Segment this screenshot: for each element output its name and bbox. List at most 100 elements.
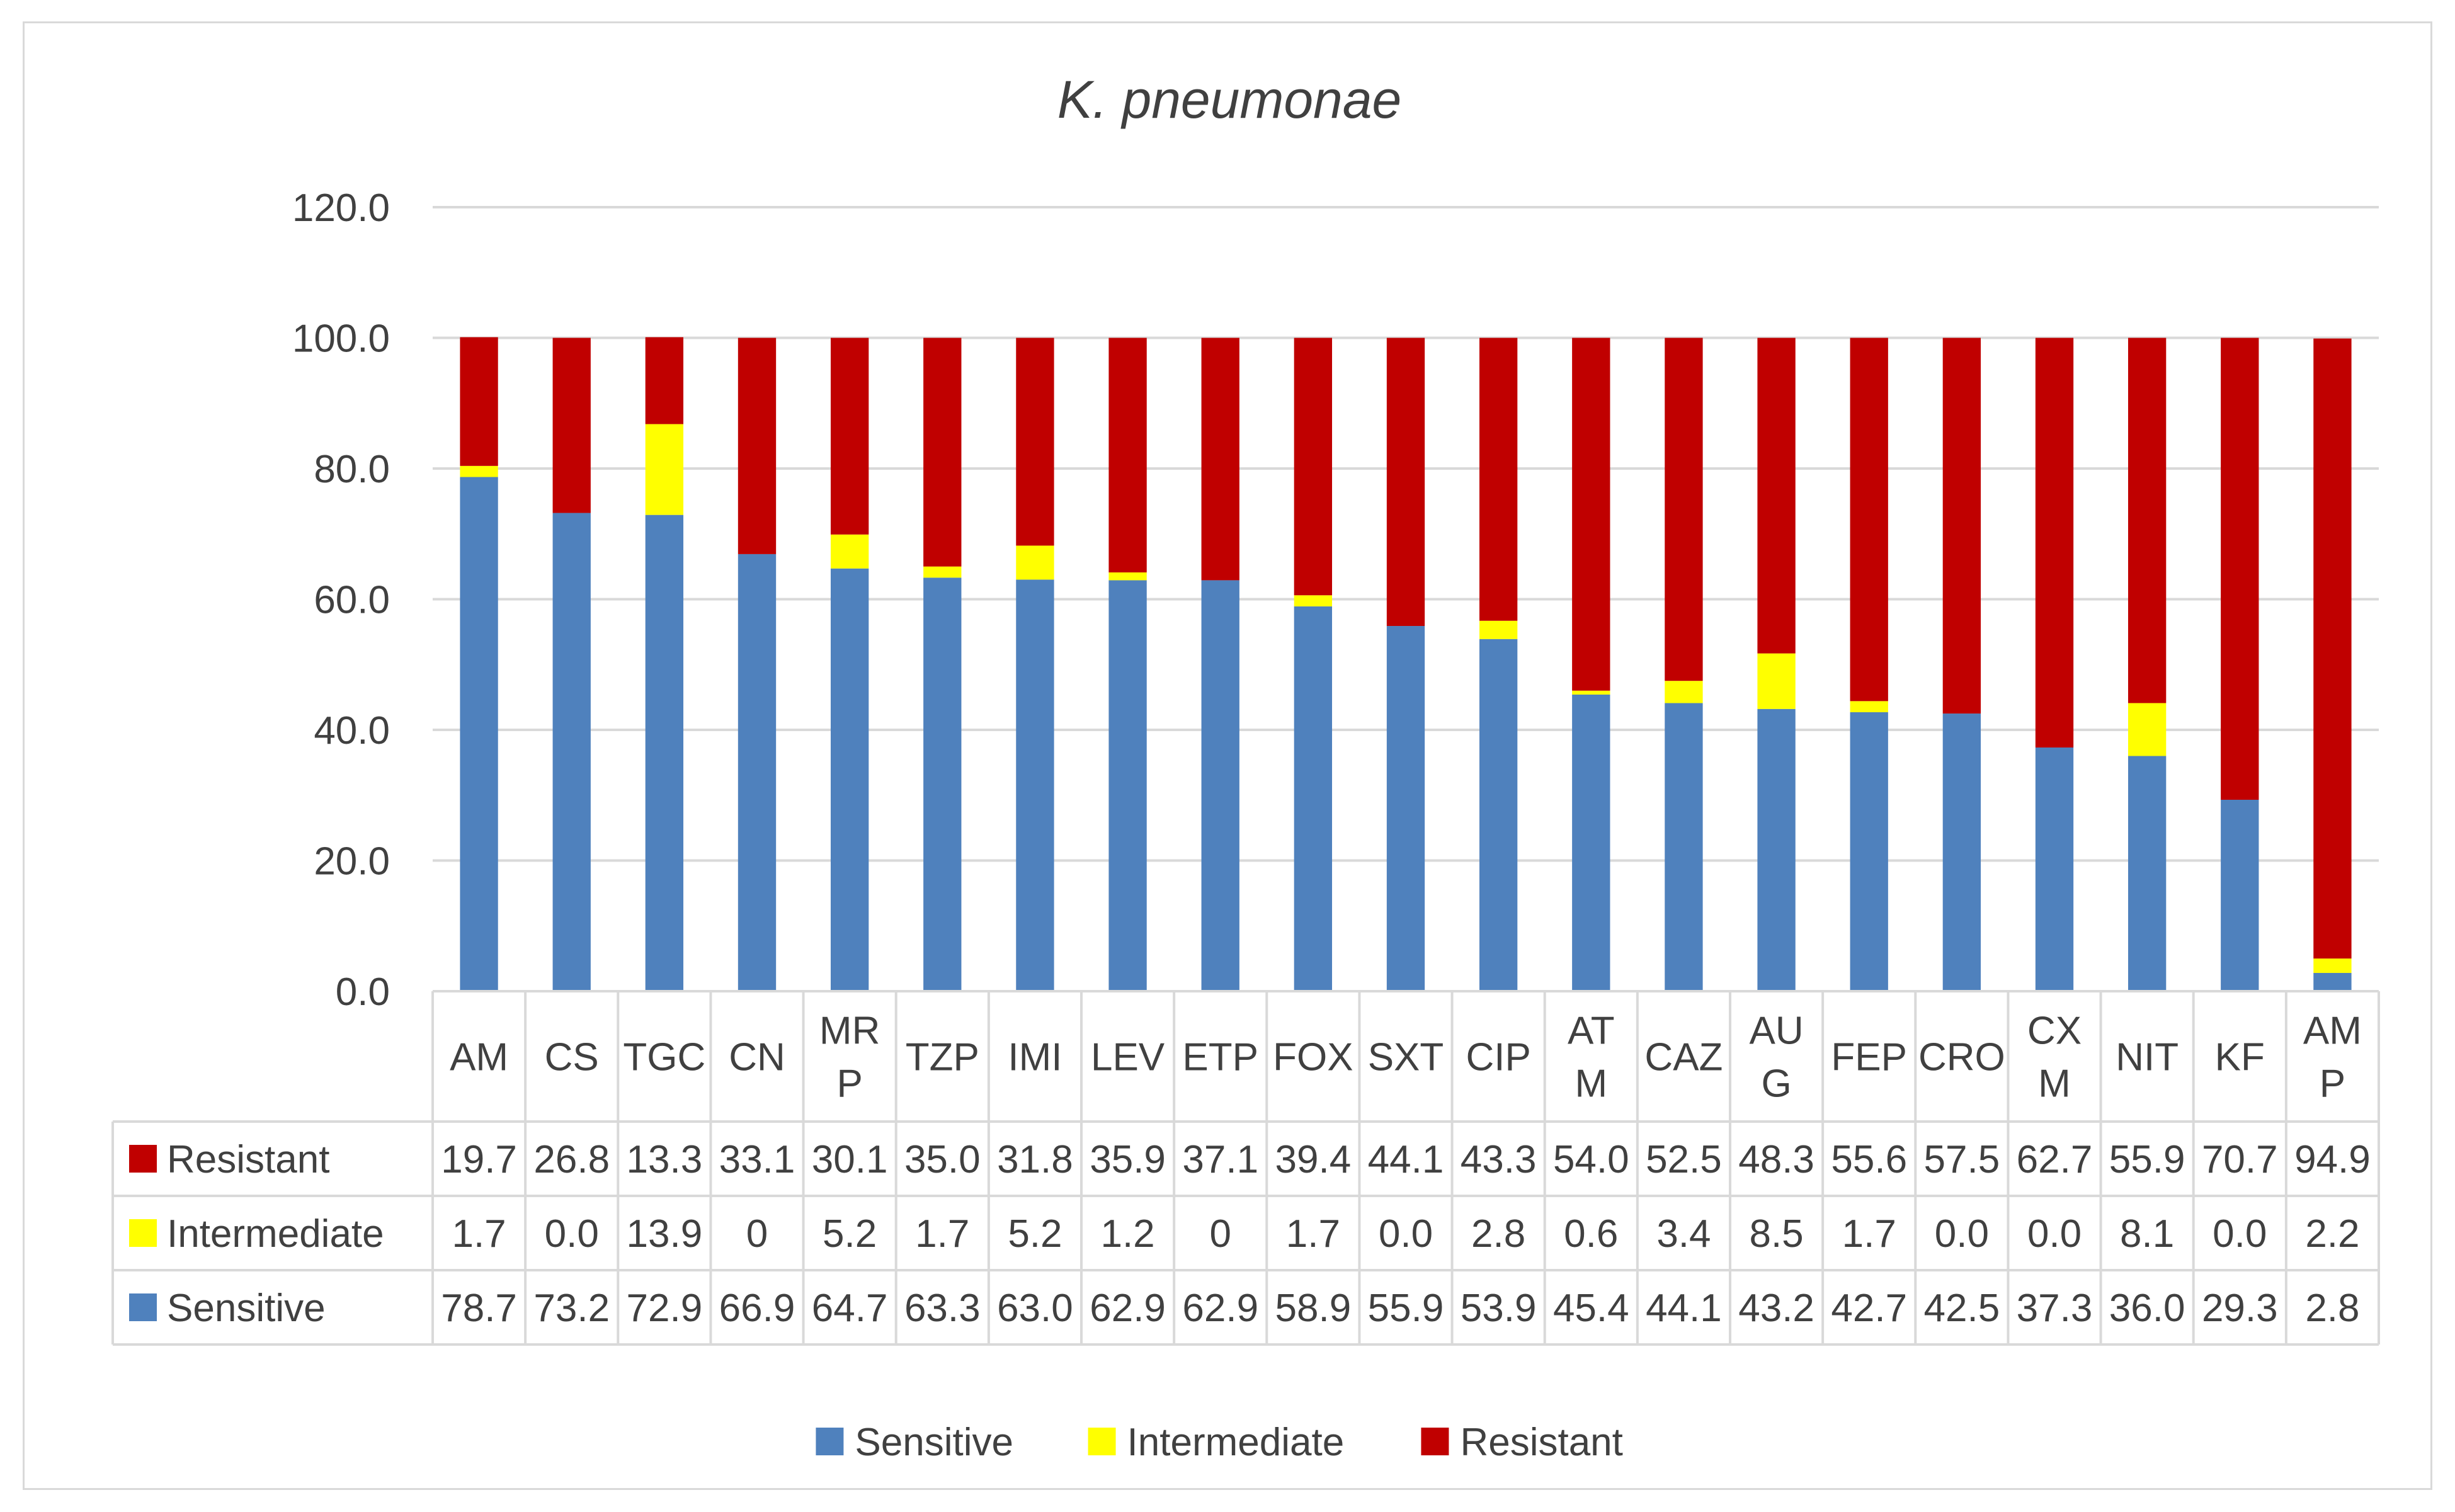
data-label: 64.7 — [812, 1287, 888, 1330]
bar-resistant — [1572, 338, 1610, 691]
chart-frame: K. pneumonae 0.0 20.0 40.0 60.0 80.0 100.0 120… — [23, 21, 2432, 1490]
bar-intermediate — [830, 534, 869, 569]
bar-resistant — [1850, 338, 1888, 702]
legend-key-sensitive — [816, 1428, 844, 1455]
data-label: 1.7 — [452, 1212, 506, 1256]
bar-intermediate — [1850, 701, 1888, 712]
data-label: 30.1 — [812, 1138, 888, 1181]
data-label: 63.0 — [997, 1287, 1073, 1330]
y-tick-label: 120.0 — [292, 186, 390, 230]
category-label: IMI — [1008, 1036, 1062, 1079]
bar-resistant — [830, 338, 869, 535]
bar-intermediate — [645, 424, 684, 515]
data-label: 55.9 — [1368, 1287, 1444, 1330]
data-label: 42.5 — [1924, 1287, 2000, 1330]
bar-sensitive — [2035, 747, 2074, 991]
legend-label-resistant: Resistant — [1460, 1421, 1622, 1464]
data-label: 0.0 — [545, 1212, 599, 1256]
data-label: 8.1 — [2120, 1212, 2174, 1256]
data-label: 0.0 — [1379, 1212, 1433, 1256]
category-label: TGC — [623, 1036, 705, 1079]
data-label: 73.2 — [533, 1287, 610, 1330]
data-label: 13.3 — [627, 1138, 703, 1181]
category-label: MR — [819, 1009, 880, 1053]
data-label: 37.1 — [1182, 1138, 1258, 1181]
bar-resistant — [1201, 338, 1239, 581]
y-tick-label: 100.0 — [292, 317, 390, 361]
category-label: SXT — [1368, 1036, 1444, 1079]
data-label: 0.0 — [1935, 1212, 1989, 1256]
data-label: 62.7 — [2017, 1138, 2093, 1181]
bar-resistant — [1386, 338, 1425, 627]
bar-intermediate — [2127, 703, 2167, 756]
bar-resistant — [1294, 338, 1333, 596]
row-legend-key-resistant — [129, 1145, 157, 1173]
category-label: KF — [2215, 1036, 2265, 1079]
data-label: 94.9 — [2294, 1138, 2371, 1181]
data-label: 78.7 — [441, 1287, 517, 1330]
bar-sensitive — [2313, 972, 2352, 991]
stacked-bar-chart: K. pneumonae 0.0 20.0 40.0 60.0 80.0 100.0 120… — [111, 70, 2380, 1464]
bar-resistant — [1665, 338, 1703, 681]
category-label: AM — [2303, 1009, 2362, 1053]
bar-resistant — [923, 338, 962, 567]
bar-sensitive — [1108, 580, 1147, 991]
data-label: 2.2 — [2305, 1212, 2359, 1256]
category-label: M — [1575, 1062, 1607, 1106]
data-label: 13.9 — [627, 1212, 703, 1256]
data-label: 39.4 — [1275, 1138, 1352, 1181]
bar-sensitive — [1386, 626, 1425, 991]
data-label: 53.9 — [1461, 1287, 1537, 1330]
category-label: P — [836, 1062, 862, 1106]
bars — [460, 337, 2352, 991]
category-label: CIP — [1466, 1036, 1530, 1079]
bar-intermediate — [1479, 620, 1518, 639]
chart-title: K. pneumonae — [1057, 70, 1401, 129]
bar-resistant — [2221, 338, 2259, 800]
data-label: 0.6 — [1564, 1212, 1618, 1256]
bar-sensitive — [830, 568, 869, 991]
bar-resistant — [552, 338, 591, 513]
category-label: FOX — [1273, 1036, 1353, 1079]
bar-intermediate — [1016, 545, 1054, 580]
data-label: 58.9 — [1275, 1287, 1352, 1330]
data-label: 44.1 — [1646, 1287, 1722, 1330]
bar-resistant — [460, 337, 498, 466]
data-label: 2.8 — [1471, 1212, 1525, 1256]
bar-resistant — [2127, 338, 2167, 703]
data-label: 62.9 — [1090, 1287, 1166, 1330]
bar-sensitive — [2221, 800, 2259, 991]
y-tick-label: 20.0 — [314, 840, 390, 884]
row-label-sensitive: Sensitive — [167, 1287, 326, 1330]
bar-sensitive — [1850, 712, 1888, 991]
data-label: 0 — [746, 1212, 768, 1256]
y-tick-label: 40.0 — [314, 709, 390, 753]
bar-sensitive — [923, 577, 962, 991]
bar-sensitive — [2127, 756, 2167, 991]
data-label: 48.3 — [1738, 1138, 1814, 1181]
bar-intermediate — [2313, 958, 2352, 973]
data-label: 57.5 — [1924, 1138, 2000, 1181]
row-label-resistant: Resistant — [167, 1138, 329, 1181]
bar-resistant — [738, 338, 777, 554]
bar-sensitive — [738, 554, 777, 991]
data-label: 72.9 — [627, 1287, 703, 1330]
y-axis-tick-labels: 0.0 20.0 40.0 60.0 80.0 100.0 120.0 — [292, 186, 390, 1014]
category-label: TZP — [906, 1036, 979, 1079]
data-label: 33.1 — [719, 1138, 795, 1181]
data-label: 5.2 — [823, 1212, 877, 1256]
data-label: 55.9 — [2109, 1138, 2185, 1181]
category-label: CN — [729, 1036, 785, 1079]
legend-label-sensitive: Sensitive — [855, 1421, 1013, 1464]
data-label: 37.3 — [2017, 1287, 2093, 1330]
category-label: ETP — [1182, 1036, 1258, 1079]
bar-intermediate — [923, 566, 962, 578]
bar-intermediate — [1572, 690, 1610, 695]
data-label: 0 — [1209, 1212, 1231, 1256]
data-label: 35.9 — [1090, 1138, 1166, 1181]
bar-sensitive — [460, 477, 498, 991]
data-label: 52.5 — [1646, 1138, 1722, 1181]
data-label: 42.7 — [1831, 1287, 1907, 1330]
y-tick-label: 60.0 — [314, 579, 390, 622]
bar-sensitive — [1294, 606, 1333, 991]
